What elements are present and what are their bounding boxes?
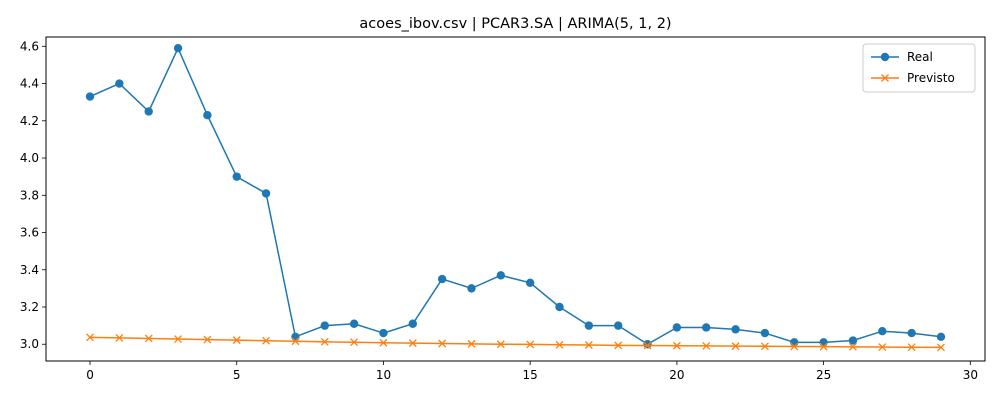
data-point (937, 343, 945, 352)
series-line (89, 46, 942, 346)
y-tick-label: 4.4 (20, 77, 39, 91)
data-point (115, 333, 124, 342)
data-point (790, 342, 799, 351)
data-point (262, 336, 271, 345)
data-point (848, 336, 858, 345)
data-point (408, 319, 417, 328)
data-point (702, 341, 711, 350)
x-tick-label: 30 (963, 368, 978, 382)
y-tick-label: 4.2 (20, 114, 39, 128)
data-point (379, 328, 388, 338)
data-point (848, 342, 857, 351)
data-point (496, 271, 506, 280)
series-line (90, 336, 941, 349)
x-tick-label: 15 (523, 368, 538, 382)
x-tick-label: 0 (86, 368, 94, 382)
data-point (349, 319, 359, 328)
y-tick-label: 4.0 (20, 151, 39, 165)
data-point (86, 333, 94, 342)
legend: Real Previsto (862, 43, 976, 93)
data-point (496, 340, 505, 349)
data-point (350, 338, 359, 347)
data-point (437, 274, 447, 284)
data-point (203, 111, 212, 120)
data-point (936, 332, 946, 341)
x-tick-label: 10 (376, 368, 391, 382)
axes-frame (45, 36, 986, 362)
data-point (907, 328, 916, 338)
data-point (614, 321, 623, 330)
data-point (672, 341, 681, 350)
data-point (702, 323, 711, 332)
data-point (144, 107, 153, 116)
data-point (731, 325, 740, 334)
plot-area (85, 43, 946, 352)
data-point (672, 323, 682, 332)
data-point (731, 342, 740, 351)
data-point (144, 334, 153, 343)
data-point (232, 336, 241, 345)
y-tick-label: 3.8 (20, 188, 39, 202)
data-point (555, 302, 564, 312)
x-tick-label: 25 (816, 368, 831, 382)
data-point (291, 337, 300, 346)
legend-item: Previsto (871, 71, 955, 85)
data-point (467, 284, 476, 293)
y-axis: 3.0 3.2 3.4 3.6 3.8 4.0 4.2 4.4 4.6 (20, 39, 46, 351)
data-point (878, 327, 887, 336)
data-point (643, 341, 652, 350)
data-point (760, 342, 769, 351)
data-point (467, 339, 476, 348)
chart-title: acoes_ibov.csv | PCAR3.SA | ARIMA(5, 1, … (359, 16, 671, 32)
data-point (525, 278, 535, 287)
data-point (320, 321, 329, 330)
data-point (438, 339, 447, 348)
y-tick-label: 3.2 (20, 300, 39, 314)
data-point (584, 321, 594, 330)
data-point (760, 328, 770, 338)
y-tick-label: 4.6 (20, 39, 39, 53)
data-point (907, 343, 916, 352)
data-point (291, 332, 300, 341)
data-point (819, 342, 828, 351)
data-point (232, 172, 241, 181)
data-point (379, 338, 388, 347)
legend-marker (881, 74, 889, 82)
legend-box (862, 43, 976, 93)
x-axis: 0 5 10 15 20 25 30 (86, 361, 978, 382)
data-point (790, 338, 799, 347)
y-tick-label: 3.4 (20, 263, 39, 277)
data-point (878, 343, 887, 351)
data-point (584, 341, 593, 349)
series-real (85, 43, 946, 349)
y-tick-label: 3.0 (20, 337, 39, 351)
data-point (555, 340, 564, 349)
data-point (261, 189, 271, 198)
x-tick-label: 20 (669, 368, 684, 382)
data-point (408, 339, 417, 348)
legend-item: Real (871, 50, 933, 64)
series-previsto (86, 333, 945, 352)
data-point (643, 340, 652, 349)
data-point (173, 43, 183, 53)
data-point (819, 338, 828, 347)
legend-label: Previsto (907, 71, 955, 85)
x-tick-label: 5 (233, 368, 241, 382)
data-point (174, 335, 183, 343)
legend-marker (880, 52, 890, 62)
data-point (203, 335, 212, 344)
y-tick-label: 3.6 (20, 226, 39, 240)
data-point (320, 337, 329, 346)
data-point (85, 92, 95, 101)
data-point (115, 79, 124, 88)
data-point (526, 340, 535, 349)
legend-label: Real (907, 50, 933, 64)
data-point (614, 341, 623, 350)
